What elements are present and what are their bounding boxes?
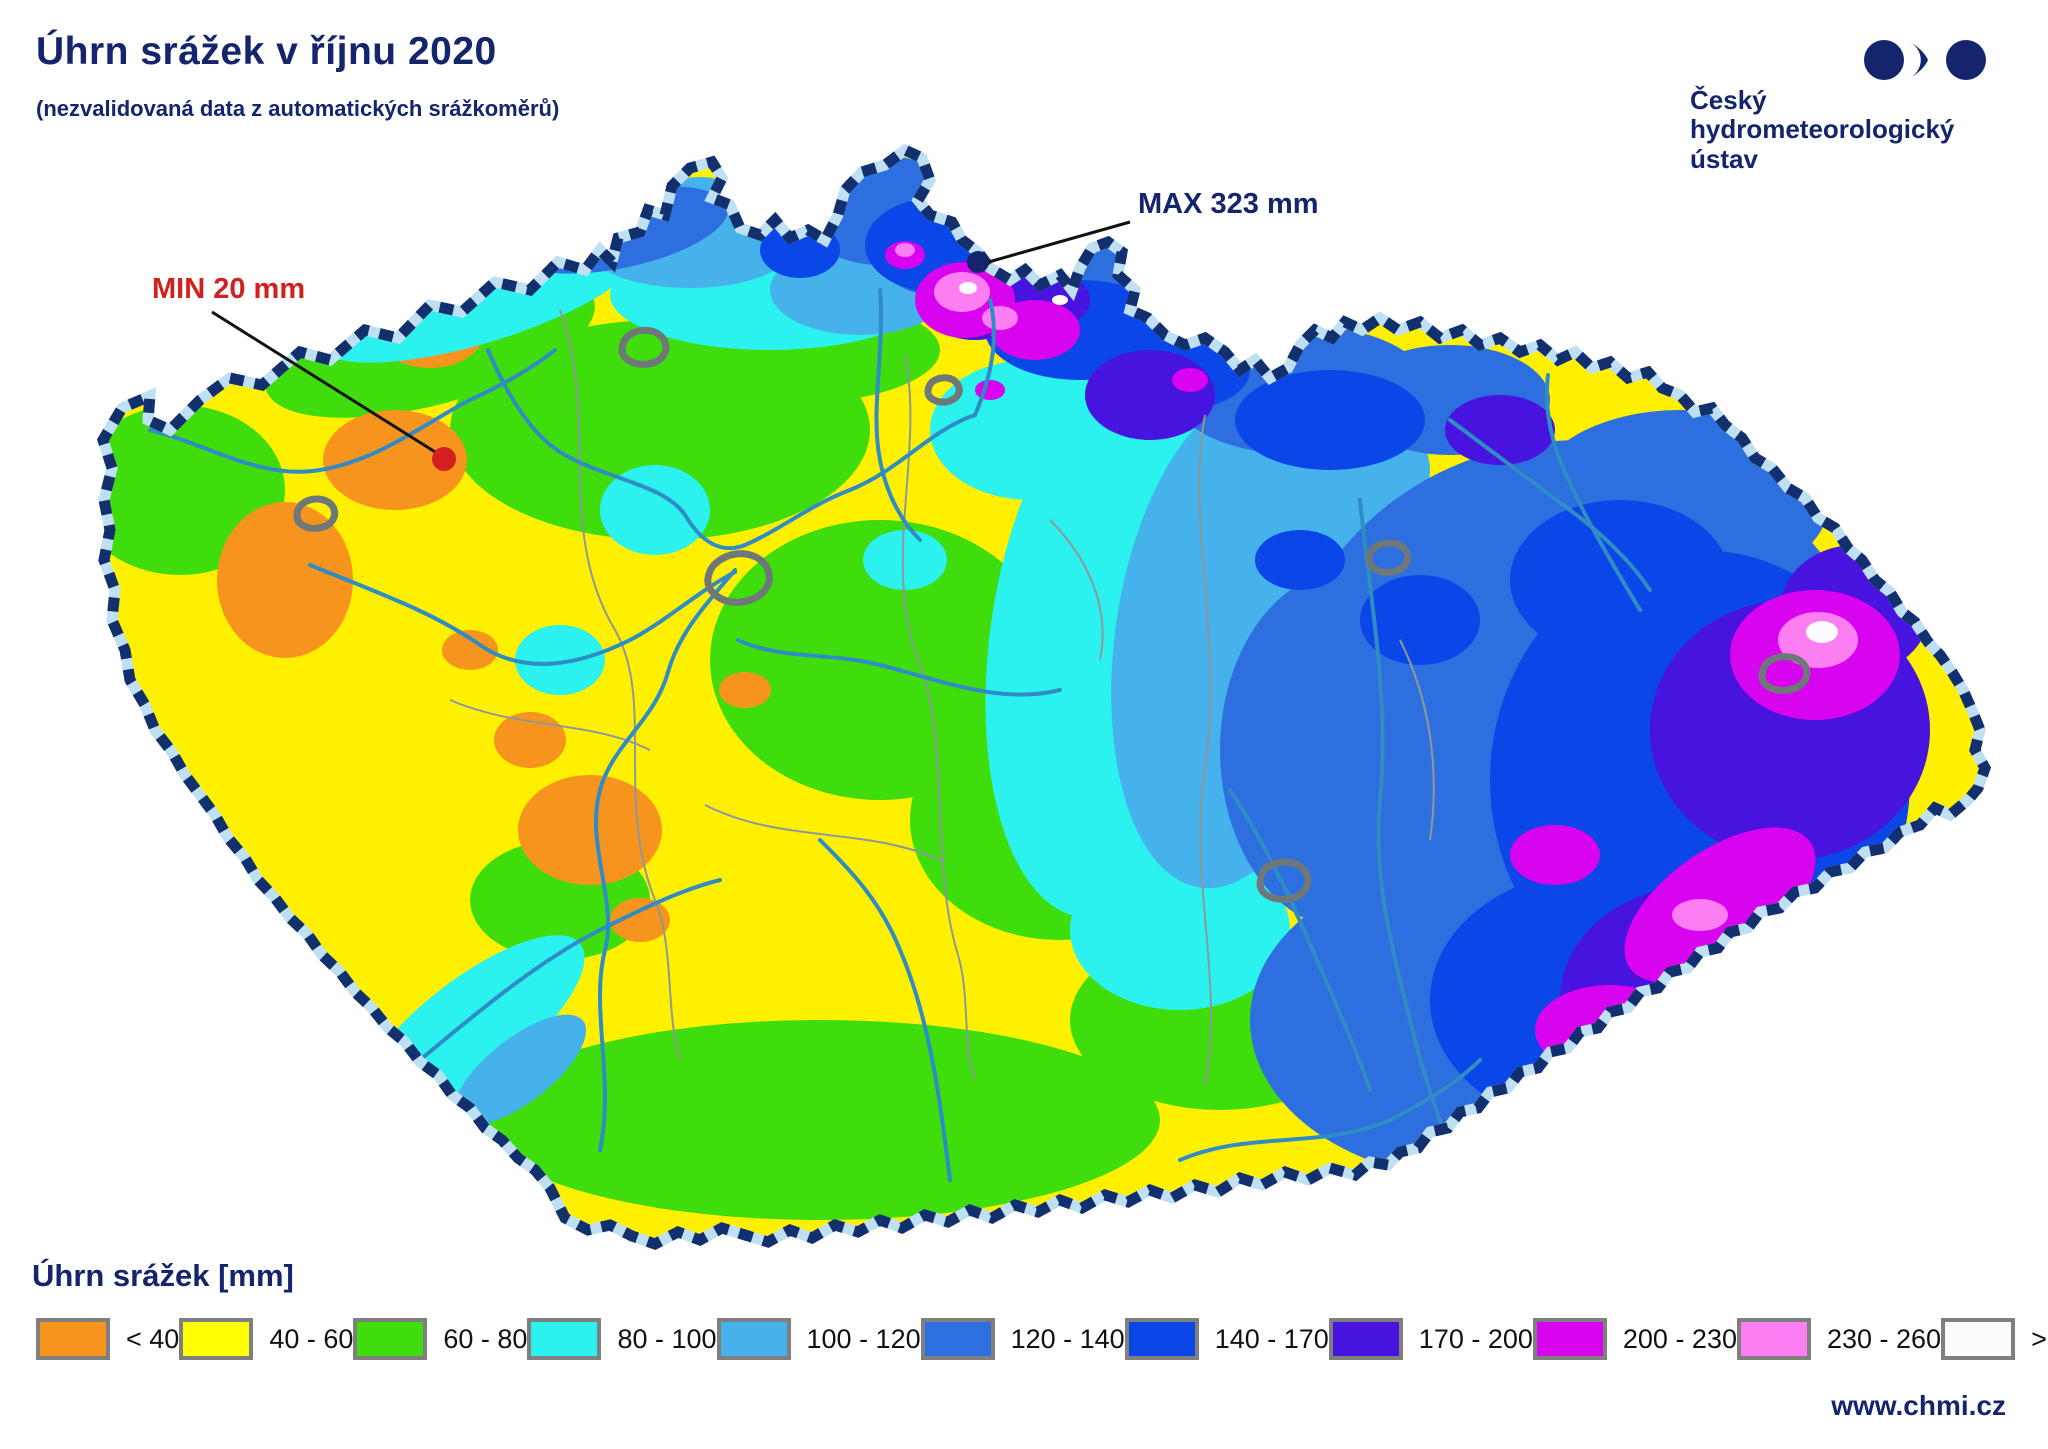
legend-swatch-170-200 xyxy=(1328,1318,1403,1360)
city-boundaries xyxy=(293,326,1811,903)
legend-swatch-200-230 xyxy=(1532,1318,1607,1360)
legend-swatch-lt40 xyxy=(36,1318,110,1360)
legend-label: 40 - 60 xyxy=(269,1323,354,1354)
rivers xyxy=(148,288,1652,1182)
min-label: MIN 20 mm xyxy=(152,273,305,305)
legend-item: 120 - 140 xyxy=(920,1318,1125,1360)
legend-item: 100 - 120 xyxy=(716,1318,921,1360)
legend-swatch-120-140 xyxy=(920,1318,995,1360)
legend-swatch-40-60 xyxy=(179,1318,254,1360)
legend-label: 200 - 230 xyxy=(1622,1323,1737,1354)
legend-item: 40 - 60 xyxy=(179,1318,353,1360)
logo-line-2: hydrometeorologický xyxy=(1690,114,1955,145)
chmi-logo-icon xyxy=(1864,40,1986,80)
max-annotation: MAX 323 mm xyxy=(967,188,1319,273)
map-fill-layers xyxy=(103,150,1985,1244)
zone-white xyxy=(959,282,1838,643)
chmi-logo-text: Český hydrometeorologický ústav xyxy=(1690,85,2008,174)
page-subtitle: (nezvalidovaná data z automatických sráž… xyxy=(36,96,560,121)
min-annotation: MIN 20 mm xyxy=(152,273,456,471)
max-point-marker xyxy=(967,251,989,273)
legend-item: 80 - 100 xyxy=(527,1318,717,1360)
legend-item: < 40 xyxy=(36,1318,179,1360)
max-label: MAX 323 mm xyxy=(1138,188,1319,220)
legend-item: 60 - 80 xyxy=(353,1318,527,1360)
legend-label: 170 - 200 xyxy=(1418,1323,1533,1354)
legend-swatch-140-170 xyxy=(1124,1318,1199,1360)
legend-item: 140 - 170 xyxy=(1124,1318,1329,1360)
min-point-marker xyxy=(432,447,456,471)
website-url: www.chmi.cz xyxy=(1831,1390,2006,1421)
legend-label: 60 - 80 xyxy=(443,1323,528,1354)
logo-line-1: Český xyxy=(1690,85,1767,115)
legend-label: 140 - 170 xyxy=(1214,1323,1329,1354)
legend-swatch-gt260 xyxy=(1941,1318,2016,1360)
legend-swatch-230-260 xyxy=(1736,1318,1811,1360)
min-leader-line xyxy=(211,310,441,457)
legend-item: 170 - 200 xyxy=(1328,1318,1533,1360)
legend-item: 230 - 260 xyxy=(1736,1318,1942,1360)
legend: < 40 40 - 60 60 - 80 80 - 100 100 - 120 … xyxy=(0,1318,2048,1360)
legend-heading: Úhrn srážek [mm] xyxy=(32,1258,294,1293)
legend-swatch-80-100 xyxy=(527,1318,602,1360)
legend-label: 120 - 140 xyxy=(1010,1323,1125,1354)
max-leader-line xyxy=(984,220,1131,265)
legend-label: > 260 xyxy=(2031,1323,2048,1354)
logo-line-3: ústav xyxy=(1690,143,1758,174)
legend-label: 100 - 120 xyxy=(806,1323,921,1354)
legend-swatch-60-80 xyxy=(353,1318,428,1360)
page-title: Úhrn srážek v říjnu 2020 xyxy=(36,30,497,73)
country-border xyxy=(97,143,1992,1250)
legend-item: 200 - 230 xyxy=(1532,1318,1737,1360)
legend-label: 230 - 260 xyxy=(1826,1323,1942,1354)
legend-label: < 40 xyxy=(126,1323,180,1354)
title-block: Úhrn srážek v říjnu 2020 (nezvalidovaná … xyxy=(36,30,559,122)
legend-swatch-100-120 xyxy=(716,1318,791,1360)
legend-item: > 260 xyxy=(1941,1318,2048,1360)
legend-label: 80 - 100 xyxy=(617,1323,717,1354)
